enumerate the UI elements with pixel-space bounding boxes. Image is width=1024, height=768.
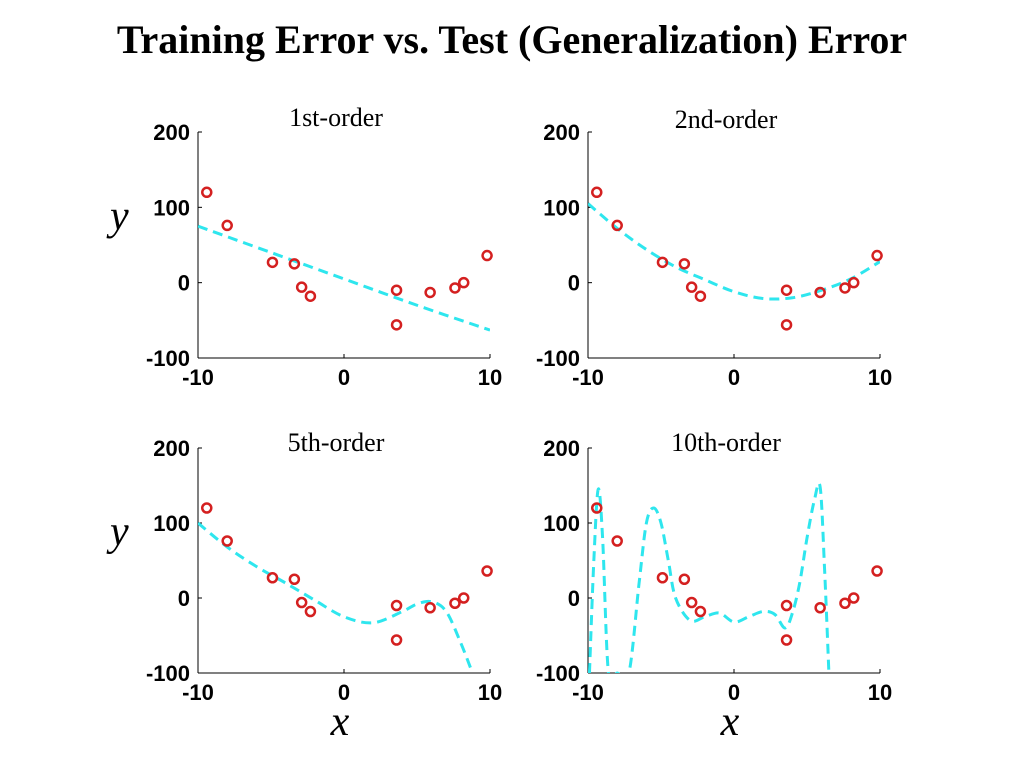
data-point: [814, 602, 826, 614]
y-tick-label: 0: [568, 271, 580, 296]
fit-curve: [198, 521, 474, 673]
y-tick-label: 200: [543, 120, 580, 145]
data-point: [288, 258, 301, 270]
y-tick-label: 100: [543, 511, 580, 536]
x-tick-label: 10: [478, 680, 502, 705]
data-point: [591, 186, 603, 199]
y-tick-label: 100: [153, 511, 190, 536]
data-point: [390, 319, 403, 331]
y-tick-label: 0: [568, 586, 580, 611]
y-tick-label: 200: [543, 436, 580, 461]
data-point: [457, 276, 470, 289]
data-point: [266, 572, 279, 584]
x-tick-label: -10: [182, 680, 214, 705]
y-tick-label: -100: [536, 661, 580, 686]
data-point: [780, 634, 793, 646]
data-point: [221, 535, 233, 547]
data-point: [304, 605, 317, 618]
data-point: [424, 602, 436, 614]
data-point: [678, 573, 691, 585]
fit-curve: [198, 224, 490, 332]
x-tick-label: 0: [338, 365, 350, 390]
data-point: [481, 249, 493, 262]
fit-curve: [588, 202, 880, 301]
data-point: [201, 502, 213, 514]
data-point: [871, 249, 883, 262]
data-point: [694, 605, 707, 618]
x-tick-label: 10: [868, 680, 892, 705]
panel-title: 10th-order: [671, 428, 781, 457]
y-axis-label: y: [106, 193, 129, 239]
data-point: [457, 592, 470, 604]
data-point: [685, 281, 698, 293]
data-point: [449, 597, 461, 609]
page-title: Training Error vs. Test (Generalization)…: [116, 17, 908, 62]
data-point: [678, 258, 691, 270]
data-point: [839, 597, 851, 609]
data-point: [266, 256, 279, 269]
data-point: [694, 290, 707, 302]
x-tick-label: 10: [868, 365, 892, 390]
y-tick-label: -100: [536, 346, 580, 371]
data-point: [295, 281, 308, 293]
y-tick-label: -100: [146, 346, 190, 371]
x-tick-label: 10: [478, 365, 502, 390]
data-point: [847, 276, 860, 289]
x-tick-label: 0: [728, 680, 740, 705]
data-point: [839, 282, 851, 294]
data-point: [481, 565, 493, 577]
data-point: [847, 592, 860, 604]
panel-title: 2nd-order: [675, 105, 778, 134]
y-tick-label: -100: [146, 661, 190, 686]
data-point: [424, 286, 436, 299]
y-tick-label: 200: [153, 120, 190, 145]
data-point: [288, 573, 301, 585]
data-point: [814, 286, 826, 299]
data-point: [591, 502, 603, 514]
panel-title: 1st-order: [289, 103, 383, 132]
data-point: [611, 535, 623, 547]
fit-curve: [588, 481, 831, 673]
data-point: [780, 284, 793, 296]
data-point: [685, 596, 698, 609]
x-tick-label: 0: [728, 365, 740, 390]
x-axis-label: x: [330, 699, 350, 745]
data-point: [201, 186, 213, 199]
y-tick-label: 0: [178, 586, 190, 611]
y-tick-label: 100: [153, 195, 190, 220]
panel-title: 5th-order: [288, 428, 385, 457]
x-tick-label: -10: [572, 680, 604, 705]
y-axis-label: y: [106, 509, 129, 555]
data-point: [295, 596, 308, 609]
data-point: [390, 284, 403, 296]
data-point: [656, 572, 669, 584]
data-point: [871, 565, 883, 577]
x-tick-label: 0: [338, 680, 350, 705]
data-point: [390, 634, 403, 646]
data-point: [611, 219, 623, 232]
data-point: [780, 319, 793, 331]
x-tick-label: -10: [182, 365, 214, 390]
data-point: [656, 256, 669, 269]
x-tick-label: -10: [572, 365, 604, 390]
data-point: [304, 290, 317, 302]
y-tick-label: 200: [153, 436, 190, 461]
data-point: [449, 282, 461, 294]
y-tick-label: 0: [178, 271, 190, 296]
y-tick-label: 100: [543, 195, 580, 220]
data-point: [390, 599, 403, 612]
data-point: [221, 219, 233, 232]
x-axis-label: x: [720, 699, 740, 745]
data-point: [780, 599, 793, 612]
